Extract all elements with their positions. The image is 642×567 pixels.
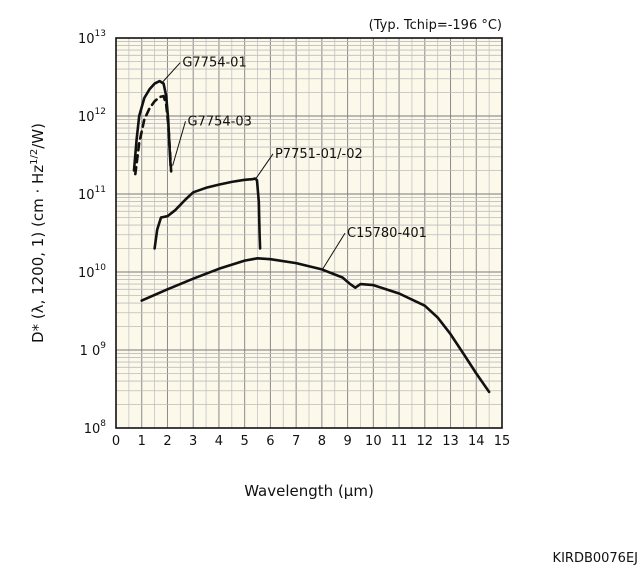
x-tick-label: 2	[163, 434, 171, 449]
y-axis-title-main: D* (λ, 1200, 1) (cm · Hz	[29, 165, 47, 343]
y-tick-label: 1013	[78, 29, 106, 47]
x-tick-label: 4	[215, 434, 223, 449]
curve-c15780-401	[140, 257, 491, 394]
y-tick-label: 1 09	[80, 341, 107, 359]
x-tick-label: 13	[442, 434, 459, 449]
label-g7754-01: G7754-01	[182, 56, 246, 71]
y-tick-label: 1010	[78, 263, 106, 281]
y-tick-labels: 108 1 09 1010 1011 1012 1013	[78, 29, 106, 437]
x-tick-label: 5	[241, 434, 249, 449]
y-axis-title-sup: 1/2	[29, 149, 40, 165]
label-c15780-401: C15780-401	[347, 226, 427, 241]
y-axis-title: D* (λ, 1200, 1) (cm · Hz1/2/W)	[29, 123, 47, 343]
x-tick-label: 9	[343, 434, 351, 449]
x-axis-title: Wavelength (µm)	[244, 482, 374, 500]
x-tick-label: 11	[391, 434, 408, 449]
x-tick-label: 8	[318, 434, 326, 449]
y-tick-label: 1011	[78, 185, 106, 203]
x-tick-label: 10	[365, 434, 382, 449]
curve-p7751-01-02	[153, 177, 262, 250]
temperature-note: (Typ. Tchip=-196 °C)	[369, 18, 502, 33]
x-tick-label: 0	[112, 434, 120, 449]
x-tick-label: 3	[189, 434, 197, 449]
leader-p7751-01-02	[255, 153, 274, 179]
y-tick-label: 108	[84, 419, 107, 437]
plot-frame	[115, 37, 503, 429]
x-tick-label: 12	[417, 434, 434, 449]
label-p7751-01-02: P7751-01/-02	[275, 147, 363, 162]
curve-leaders	[161, 62, 346, 271]
x-tick-label: 6	[266, 434, 274, 449]
x-tick-labels: 0 1 2 3 4 5 6 7 8 9 10 11 12 13 14 15	[112, 434, 510, 449]
leader-g7754-03	[172, 121, 186, 166]
x-tick-label: 1	[138, 434, 146, 449]
document-code: KIRDB0076EJ	[553, 551, 638, 566]
curve-g7754-03	[134, 94, 173, 176]
label-g7754-03: G7754-03	[187, 114, 251, 129]
x-tick-label: 14	[468, 434, 485, 449]
y-tick-label: 1012	[78, 107, 106, 125]
curves	[132, 79, 491, 394]
leader-c15780-401	[321, 232, 346, 271]
curve-labels: G7754-01 G7754-03 P7751-01/-02 C15780-401	[182, 56, 427, 242]
y-axis-title-end: /W)	[29, 123, 47, 149]
x-tick-label: 7	[292, 434, 300, 449]
leader-g7754-01	[161, 62, 181, 83]
x-tick-label: 15	[494, 434, 511, 449]
